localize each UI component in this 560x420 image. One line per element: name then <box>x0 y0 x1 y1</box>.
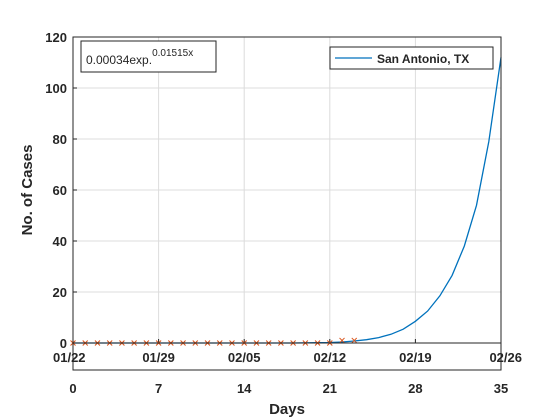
date-tick-label: 02/19 <box>399 350 432 365</box>
y-tick-label: 20 <box>53 285 67 300</box>
horizontal-gridlines <box>73 36 501 344</box>
y-tick-label: 0 <box>60 336 67 351</box>
marker-stroke <box>351 337 358 344</box>
date-axis <box>72 342 502 371</box>
fit-annotation-box <box>80 40 217 73</box>
date-tick-label: 01/29 <box>142 350 175 365</box>
x-tick-label: 0 <box>69 381 76 396</box>
marker-stroke <box>339 337 345 344</box>
date-tick-label: 01/22 <box>53 350 86 365</box>
date-tick-labels: 01/22 01/29 02/05 02/12 02/19 02/26 <box>53 350 522 365</box>
date-tick-label: 02/26 <box>489 350 522 365</box>
fit-annotation-base: 0.00034exp. <box>86 53 152 67</box>
y-axis-ticks: 0 20 40 60 80 100 120 <box>45 30 67 351</box>
x-tick-label: 28 <box>408 381 422 396</box>
y-tick-label: 40 <box>53 234 67 249</box>
y-tick-label: 60 <box>53 183 67 198</box>
x-tick-label: 7 <box>155 381 162 396</box>
y-tick-label: 80 <box>53 132 67 147</box>
date-axis-frame <box>72 342 502 371</box>
legend: San Antonio, TX <box>329 46 494 70</box>
x-tick-label: 21 <box>323 381 337 396</box>
fit-annotation: 0.00034exp.0.01515x <box>80 40 217 73</box>
y-tick-label: 100 <box>45 81 67 96</box>
legend-series-label: San Antonio, TX <box>377 52 469 66</box>
date-tick-label: 02/05 <box>228 350 261 365</box>
data-point-marker <box>339 337 345 344</box>
x-axis-title: Days <box>269 401 305 418</box>
x-tick-label: 35 <box>494 381 508 396</box>
day-tick-labels: 0 7 14 21 28 35 <box>69 381 508 396</box>
x-tick-label: 14 <box>237 381 252 396</box>
date-tick-label: 02/12 <box>314 350 347 365</box>
y-tick-label: 120 <box>45 30 67 45</box>
fit-annotation-exponent: 0.01515x <box>152 48 193 59</box>
fit-annotation-text: 0.00034exp.0.01515x <box>86 48 193 67</box>
legend-box <box>329 46 494 70</box>
data-point-marker <box>351 337 358 344</box>
y-axis-title: No. of Cases <box>19 145 36 236</box>
